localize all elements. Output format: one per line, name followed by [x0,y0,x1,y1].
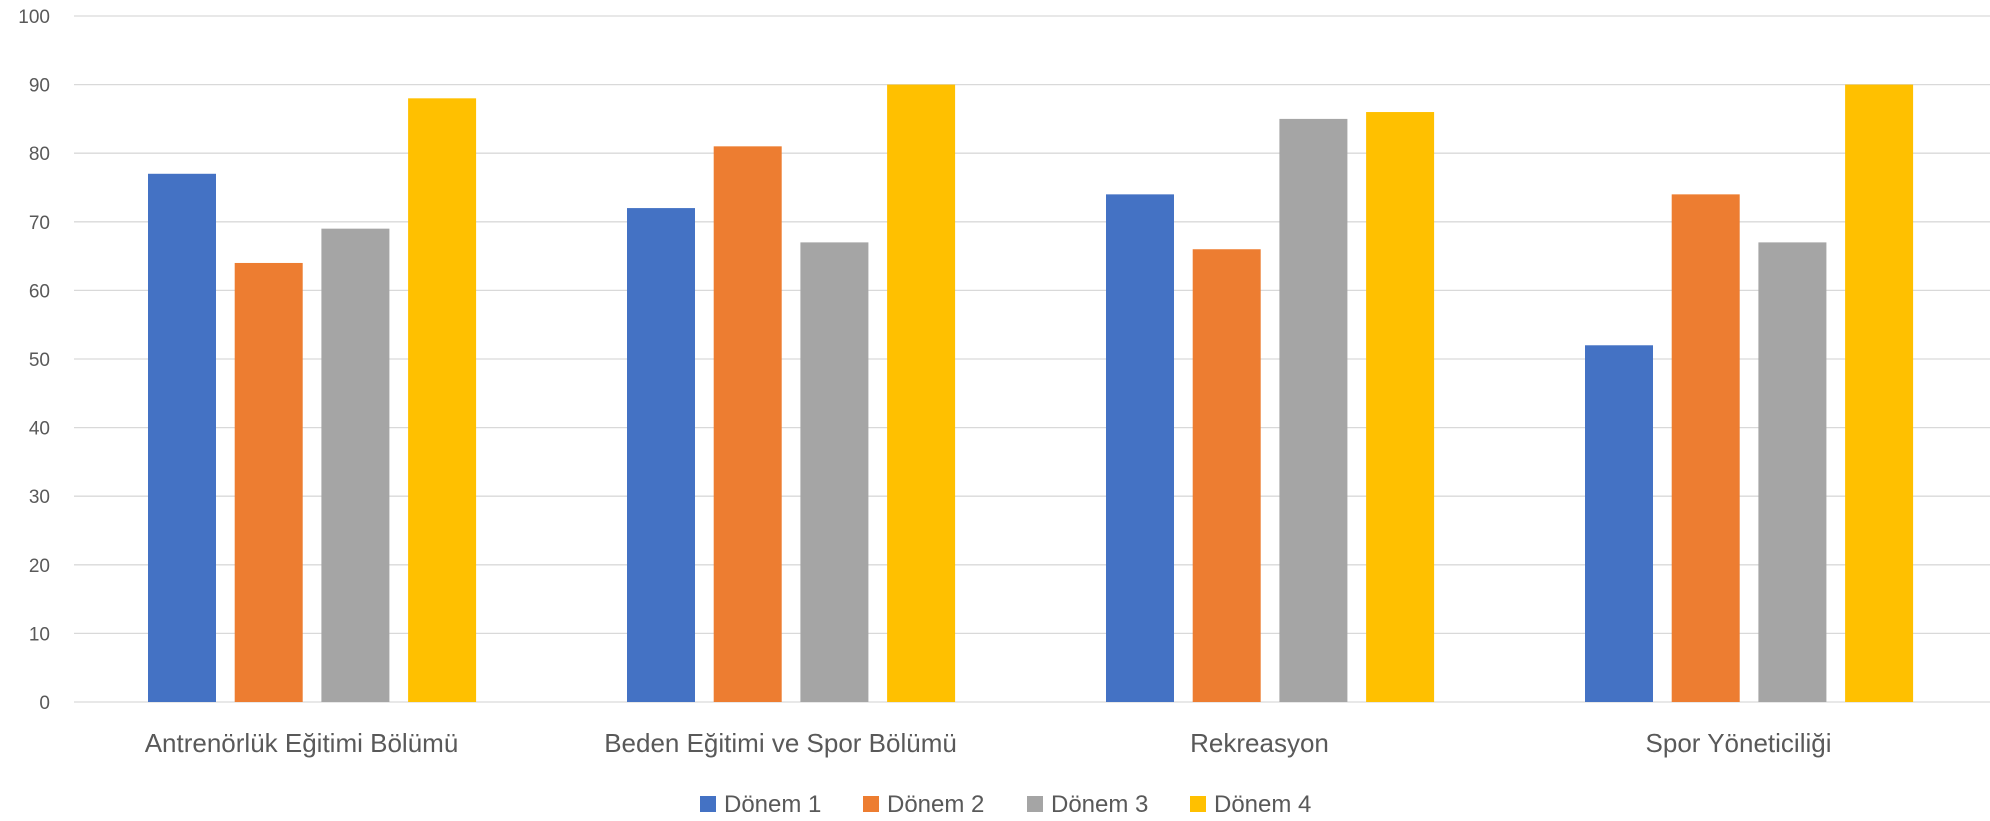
bar-3-2 [1192,249,1261,703]
legend-label: Dönem 4 [1214,791,1311,818]
bar-4-4 [1845,84,1914,703]
y-tick-label: 20 [29,556,50,577]
bar-2-3 [800,242,869,702]
x-tick-label: Spor Yöneticiliği [1646,728,1832,758]
y-tick-label: 10 [29,624,50,645]
bar-4-3 [1758,242,1827,702]
bars [148,84,1914,703]
bar-3-3 [1279,118,1348,702]
y-tick-label: 30 [29,487,50,508]
legend-label: Dönem 1 [724,791,821,818]
x-tick-label: Rekreasyon [1190,728,1329,758]
bar-4-1 [1585,345,1653,702]
y-tick-label: 40 [29,419,50,440]
bar-1-4 [408,98,477,702]
legend: Dönem 1 Dönem 2 Dönem 3 Dönem 4 [700,791,1311,818]
legend-swatch [700,796,716,812]
y-tick-label: 0 [39,693,50,714]
y-tick-label: 50 [29,350,50,371]
legend-swatch [863,796,879,812]
x-tick-label: Antrenörlük Eğitimi Bölümü [145,728,459,758]
bar-2-1 [627,208,695,702]
legend-label: Dönem 3 [1051,791,1148,818]
bar-4-2 [1671,194,1740,703]
y-axis-tick-labels: 0 10 20 30 40 50 60 70 80 90 100 [18,7,50,714]
x-tick-label: Beden Eğitimi ve Spor Bölümü [604,728,957,758]
y-tick-label: 70 [29,213,50,234]
bar-2-2 [713,146,782,703]
y-tick-label: 100 [18,7,50,28]
y-tick-label: 80 [29,144,50,165]
y-tick-label: 90 [29,76,50,97]
bar-3-4 [1366,112,1435,703]
bar-1-3 [321,228,390,702]
x-axis-tick-labels: Antrenörlük Eğitimi Bölümü Beden Eğitimi … [145,728,1832,758]
gridlines [74,15,1990,703]
legend-swatch [1027,796,1043,812]
bar-2-4 [887,84,956,703]
legend-swatch [1190,796,1206,812]
bar-1-1 [148,173,216,702]
bar-1-2 [234,262,303,702]
bar-3-1 [1106,194,1174,703]
y-tick-label: 60 [29,281,50,302]
legend-label: Dönem 2 [887,791,984,818]
